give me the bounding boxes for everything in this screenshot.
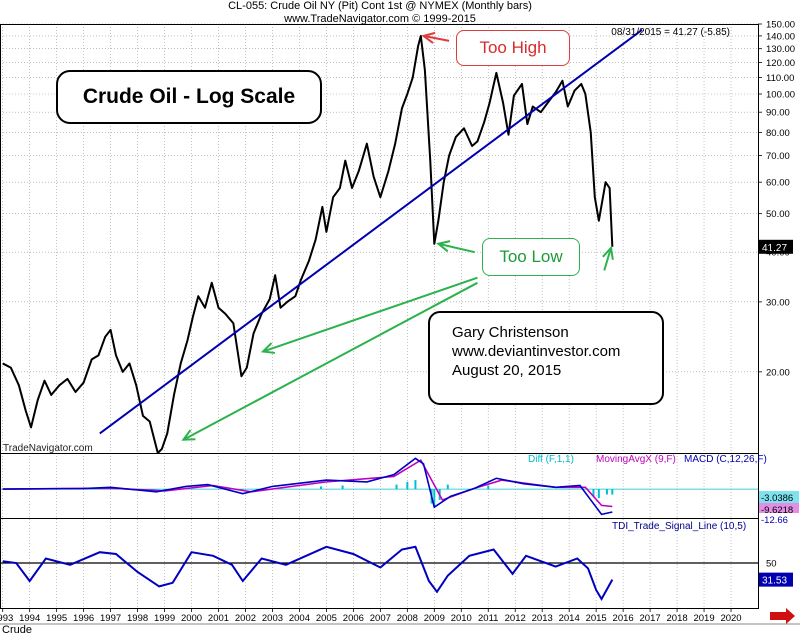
year-tick-label: 2011 — [478, 613, 498, 624]
price-tick-label: 90.00 — [766, 108, 790, 119]
year-tick-label: 1996 — [73, 613, 94, 624]
year-tick-label: 2010 — [451, 613, 472, 624]
year-tick-label: 2014 — [559, 613, 580, 624]
price-tick-label: 130.00 — [766, 44, 795, 55]
author-box: Gary Christenson www.deviantinvestor.com… — [428, 311, 664, 405]
too-low-arrow — [182, 281, 478, 441]
author-date: August 20, 2015 — [452, 362, 562, 379]
year-tick-label: 1995 — [46, 613, 67, 624]
author-website: www.deviantinvestor.com — [452, 343, 621, 360]
last-value-box — [759, 239, 793, 254]
price-tick-label: 100.00 — [766, 90, 795, 101]
year-tick-label: 1994 — [19, 613, 40, 624]
year-tick-label: 2009 — [424, 613, 445, 624]
year-tick-label: 1997 — [100, 613, 121, 624]
footer-label: Crude — [2, 624, 32, 636]
macd-value-avg-bg — [759, 503, 799, 515]
tdi-label: TDI_Trade_Signal_Line (10,5) — [612, 521, 747, 532]
year-tick-label: 2013 — [532, 613, 553, 624]
tdi-line — [2, 545, 614, 601]
price-tick-label: 60.00 — [766, 178, 790, 189]
diff-label: Diff (F,1,1) — [528, 454, 574, 465]
too-low-arrow-head — [260, 342, 276, 354]
chart-ticks: 1993 1994 1995 1996 1997 1998 1999 2000 2001 2002… — [0, 20, 795, 625]
year-tick-label: 1993 — [0, 613, 13, 624]
too-high-arrow-head — [421, 31, 436, 44]
chart-header-line2: www.TradeNavigator.com © 1999-2015 — [284, 13, 476, 25]
source-label: TradeNavigator.com — [3, 443, 93, 454]
macd-signal-line — [2, 459, 613, 508]
trend-line — [99, 29, 643, 435]
price-line — [2, 34, 614, 454]
year-tick-label: 2016 — [613, 613, 634, 624]
year-tick-label: 2004 — [289, 613, 310, 624]
year-tick-label: 2001 — [208, 613, 229, 624]
year-tick-label: 1999 — [154, 613, 175, 624]
year-tick-label: 2018 — [667, 613, 688, 624]
too-low-arrow — [603, 247, 612, 271]
tdi-panel-frame — [0, 518, 759, 609]
year-tick-label: 2006 — [343, 613, 364, 624]
year-tick-label: 2000 — [181, 613, 202, 624]
year-tick-label: 2020 — [720, 613, 741, 624]
price-tick-label: 80.00 — [766, 128, 790, 139]
chart-title-box: Crude Oil - Log Scale — [56, 70, 322, 124]
year-tick-label: 2005 — [316, 613, 337, 624]
year-tick-label: 2015 — [586, 613, 607, 624]
year-tick-label: 2019 — [693, 613, 714, 624]
price-tick-label: 110.00 — [766, 73, 794, 84]
price-tick-label: 150.00 — [766, 20, 795, 31]
too-low-arrow-head — [436, 240, 451, 253]
price-tick-label: 140.00 — [766, 31, 795, 42]
price-tick-label: 30.00 — [766, 297, 790, 308]
macd-value-macd: -12.66 — [761, 515, 788, 526]
last-bar-readout: 08/31/2015 = 41.27 (-5.85) — [611, 27, 730, 38]
too-high-callout: Too High — [456, 30, 570, 66]
year-tick-label: 2012 — [505, 613, 526, 624]
tdi-value-label: 31.53 — [762, 576, 787, 587]
author-name: Gary Christenson — [452, 324, 569, 341]
macd-line — [2, 457, 613, 516]
price-tick-label: 50.00 — [766, 209, 790, 220]
year-tick-label: 1998 — [127, 613, 148, 624]
macd-value-avg: -9.6218 — [761, 505, 793, 516]
price-tick-label: 20.00 — [766, 367, 790, 378]
tdi-level-label: 50 — [766, 559, 777, 570]
chart-header-line1: CL-055: Crude Oil NY (Pit) Cont 1st @ NY… — [228, 0, 532, 12]
price-tick-label: 70.00 — [766, 151, 790, 162]
macd-value-diff: -3.0386 — [761, 493, 793, 504]
too-low-arrow-head — [181, 429, 196, 441]
tdi-value-box — [759, 572, 793, 587]
macd-value-diff-bg — [759, 491, 799, 503]
price-tick-label: 120.00 — [766, 58, 795, 69]
too-low-arrow — [262, 276, 478, 353]
mavg-label: MovingAvgX (9,F) — [596, 454, 676, 465]
too-low-arrow-head — [602, 245, 614, 260]
year-tick-label: 2007 — [370, 613, 391, 624]
last-value-label: 41.27 — [762, 243, 787, 254]
price-tick-label: 40.00 — [766, 248, 790, 259]
too-high-arrow — [423, 34, 450, 42]
too-low-arrow — [438, 242, 475, 254]
year-tick-label: 2017 — [640, 613, 661, 624]
chart-axes — [0, 23, 800, 625]
year-tick-label: 2008 — [397, 613, 418, 624]
chart-marks: 41.27 -3.0386-9.6218-12.66 31.53 — [2, 29, 799, 601]
too-low-callout: Too Low — [482, 238, 580, 276]
year-tick-label: 2003 — [262, 613, 283, 624]
scroll-right-arrow — [770, 608, 795, 624]
year-tick-label: 2002 — [235, 613, 256, 624]
macd-value-macd-bg — [759, 513, 799, 525]
macd-label: MACD (C,12,26,F) — [684, 454, 767, 465]
